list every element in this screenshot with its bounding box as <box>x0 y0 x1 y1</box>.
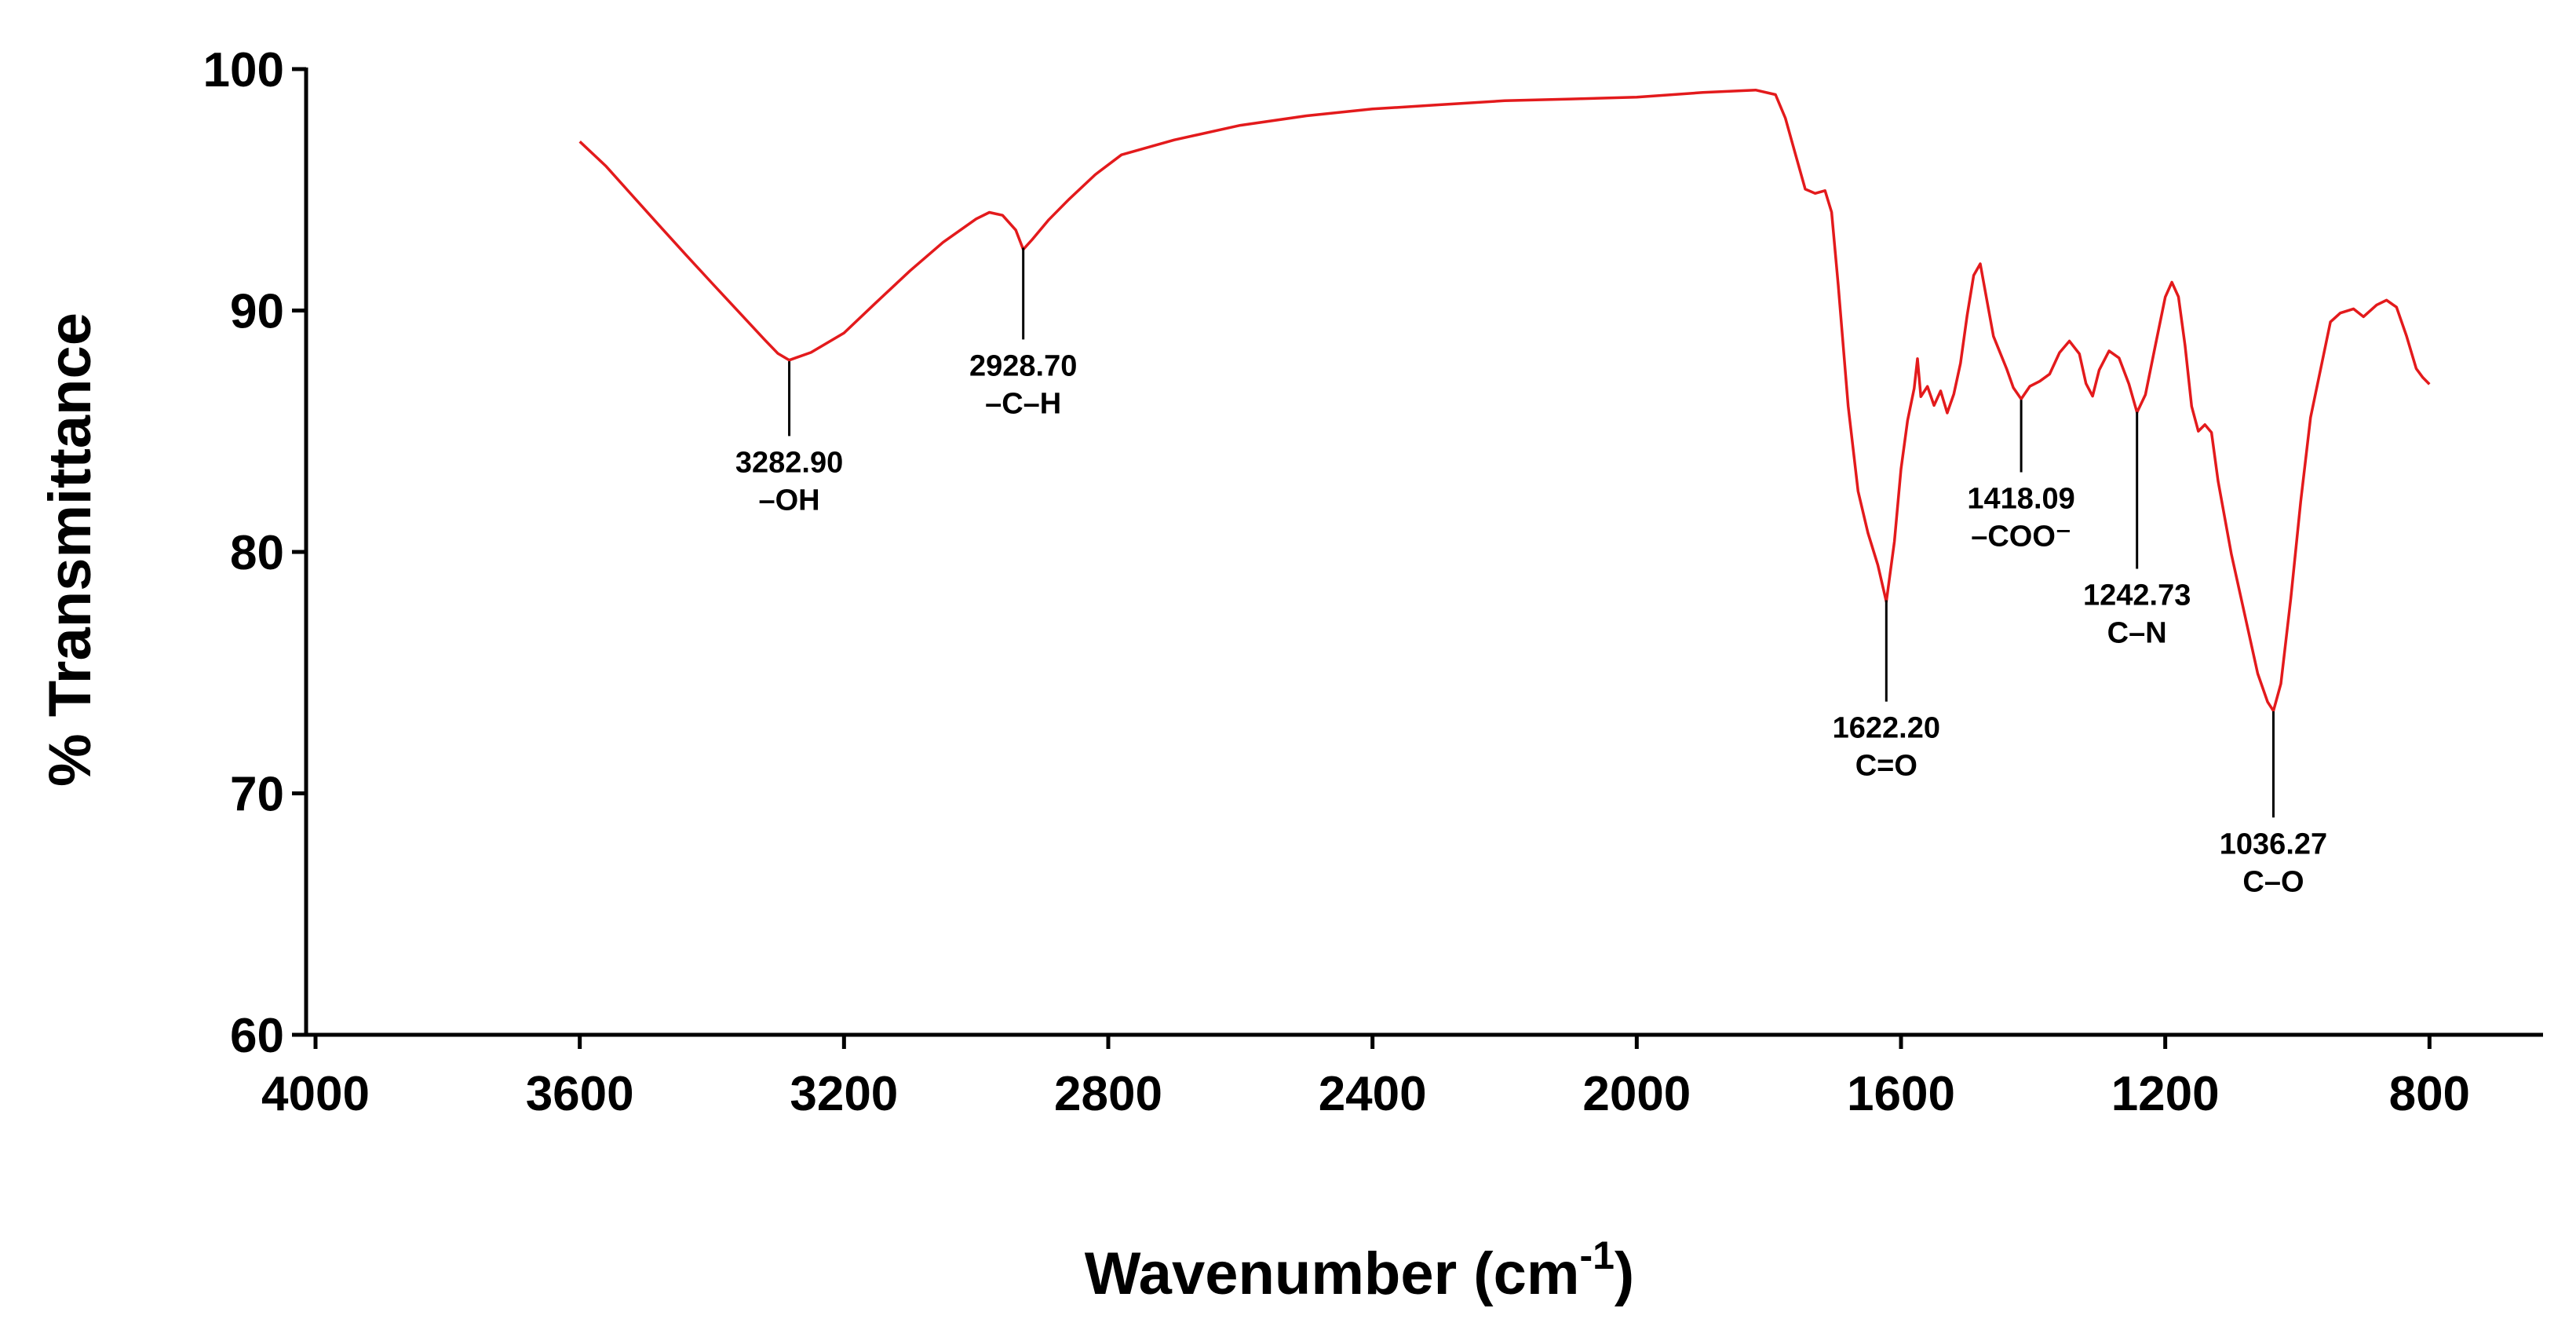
x-tick-label: 2400 <box>1319 1067 1427 1121</box>
peak-group-label: C=O <box>1855 750 1917 783</box>
axes <box>304 68 2543 1037</box>
peak-value-label: 2928.70 <box>969 349 1077 382</box>
peak-value-label: 3282.90 <box>735 446 843 479</box>
spectrum-line <box>578 88 2431 713</box>
x-axis-title-close: ) <box>1615 1240 1634 1307</box>
y-tick-label: 70 <box>230 768 284 822</box>
y-tick-label: 60 <box>230 1009 284 1063</box>
peak-group-label: –C–H <box>985 387 1061 420</box>
peak-annotations: 3282.90 –OH 2928.70 –C–H 1622.20 C=O 1418.09 –C… <box>735 247 2327 898</box>
x-axis-title-main: Wavenumber (cm <box>1085 1240 1580 1307</box>
x-tick-label: 3600 <box>526 1067 634 1121</box>
peak-value-label: 1418.09 <box>1967 483 2074 516</box>
x-tick-label: 4000 <box>261 1067 370 1121</box>
peak-group-label: –COO⁻ <box>1971 521 2071 554</box>
x-tick-label: 2800 <box>1054 1067 1162 1121</box>
x-tick-label: 1200 <box>2111 1067 2220 1121</box>
y-tick-label: 80 <box>230 526 284 580</box>
x-tick-label: 1600 <box>1847 1067 1955 1121</box>
peak-value-label: 1622.20 <box>1833 712 1940 745</box>
peak-value-label: 1036.27 <box>2220 828 2327 860</box>
y-axis-title: % Transmittance <box>37 312 104 787</box>
peak-group-label: C–N <box>2107 617 2167 650</box>
x-tick-label: 800 <box>2389 1067 2470 1121</box>
y-tick-label: 100 <box>203 43 284 97</box>
x-ticks: 4000 3600 3200 2800 2400 2000 1600 1200 800 <box>261 1035 2470 1121</box>
x-axis-title-superscript: -1 <box>1579 1233 1614 1277</box>
x-axis-title: Wavenumber (cm-1) <box>1085 1233 1634 1307</box>
x-tick-label: 3200 <box>790 1067 898 1121</box>
peak-group-label: C–O <box>2242 865 2304 898</box>
y-ticks: 60 70 80 90 100 <box>203 43 306 1063</box>
peak-value-label: 1242.73 <box>2083 579 2191 612</box>
x-tick-label: 2000 <box>1582 1067 1691 1121</box>
y-tick-label: 90 <box>230 285 284 339</box>
peak-group-label: –OH <box>758 484 819 517</box>
